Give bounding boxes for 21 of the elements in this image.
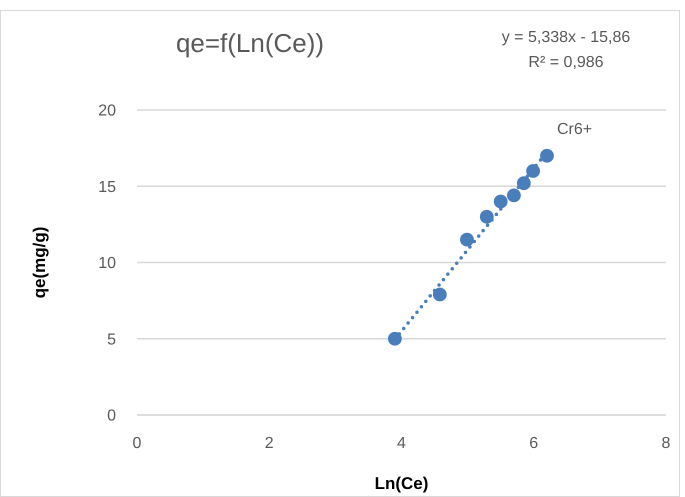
x-tick-label: 0 xyxy=(132,435,142,452)
y-tick-label: 5 xyxy=(107,331,116,348)
y-axis-title: qe(mg/g) xyxy=(30,226,49,298)
chart-title: qe=f(Ln(Ce)) xyxy=(176,28,324,58)
x-tick-label: 6 xyxy=(529,435,538,452)
point xyxy=(480,210,494,224)
x-axis-title: Ln(Ce) xyxy=(374,474,428,493)
point xyxy=(494,194,508,208)
text: R² = 0,986 xyxy=(528,54,604,71)
point xyxy=(432,288,447,302)
y-tick-label: 0 xyxy=(107,408,116,425)
x-tick-label: 4 xyxy=(397,435,406,452)
series-label: Cr6+ xyxy=(556,120,592,138)
y-tick-label: 10 xyxy=(98,255,116,272)
x-tick-label: 2 xyxy=(264,435,274,452)
y-tick-label: 20 xyxy=(98,102,116,120)
x-tick-label: 8 xyxy=(662,435,671,452)
point xyxy=(460,232,474,247)
text: y = 5,338x - 15,86 xyxy=(502,29,630,46)
point xyxy=(540,148,554,163)
y-tick-label: 15 xyxy=(98,178,116,196)
